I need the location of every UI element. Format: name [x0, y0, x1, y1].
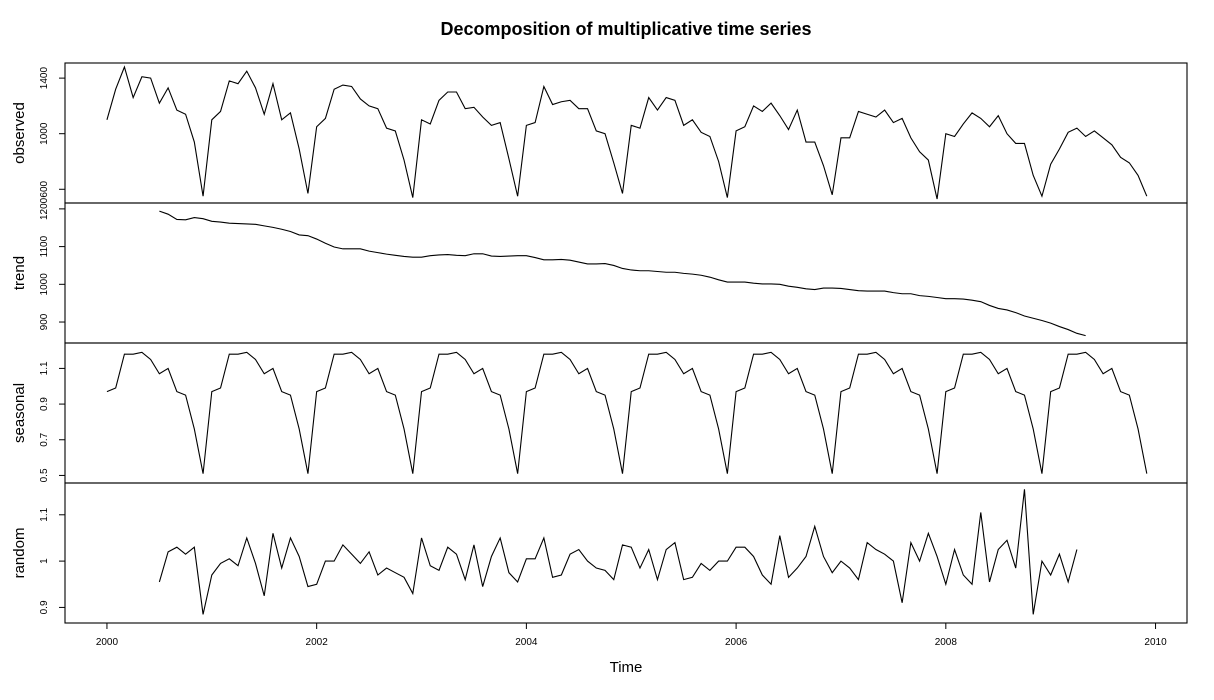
panel-label-observed: observed	[11, 102, 28, 164]
y-tick-label-trend: 1000	[39, 273, 50, 296]
y-tick-label-random: 1.1	[39, 507, 50, 521]
panel-label-random: random	[11, 528, 28, 579]
y-tick-label-random: 0.9	[39, 600, 50, 614]
panel-frame-random	[64, 482, 1188, 624]
y-tick-label-observed: 1400	[39, 67, 50, 90]
y-tick-label-trend: 900	[39, 313, 50, 330]
x-tick-label: 2000	[96, 637, 119, 648]
panel-label-trend: trend	[11, 256, 28, 290]
series-line-observed	[106, 65, 1148, 200]
y-tick-label-observed: 600	[39, 180, 50, 197]
panel-random: 0.9 1 1.1 random	[11, 482, 1188, 624]
x-tick-label: 2010	[1144, 637, 1167, 648]
panel-trend: 900 1000 1100 1200 trend	[11, 197, 1188, 344]
y-tick-label-seasonal: 1.1	[39, 361, 50, 375]
panel-frame-seasonal	[64, 342, 1188, 484]
panel-label-seasonal: seasonal	[11, 383, 28, 443]
y-tick-label-seasonal: 0.5	[39, 468, 50, 482]
y-tick-label-random: 1	[39, 558, 50, 564]
y-tick-label-seasonal: 0.9	[39, 397, 50, 411]
x-tick-label: 2006	[725, 637, 748, 648]
x-tick-label: 2008	[935, 637, 958, 648]
panel-frame-trend	[64, 202, 1188, 344]
panel-frame-observed	[64, 62, 1188, 204]
panel-observed: 600 1000 1400 observed	[11, 62, 1188, 204]
x-tick-label: 2004	[515, 637, 538, 648]
series-line-trend	[159, 210, 1086, 337]
panel-seasonal: 0.5 0.7 0.9 1.1 seasonal	[11, 342, 1188, 484]
y-tick-label-seasonal: 0.7	[39, 432, 50, 446]
y-tick-label-trend: 1100	[39, 235, 50, 257]
y-tick-label-trend: 1200	[39, 197, 50, 220]
chart-title: Decomposition of multiplicative time ser…	[440, 19, 811, 39]
series-line-seasonal	[106, 351, 1148, 474]
y-tick-label-observed: 1000	[39, 122, 50, 145]
x-axis-title: Time	[610, 659, 643, 676]
series-line-random	[158, 489, 1078, 615]
x-tick-label: 2002	[306, 637, 329, 648]
